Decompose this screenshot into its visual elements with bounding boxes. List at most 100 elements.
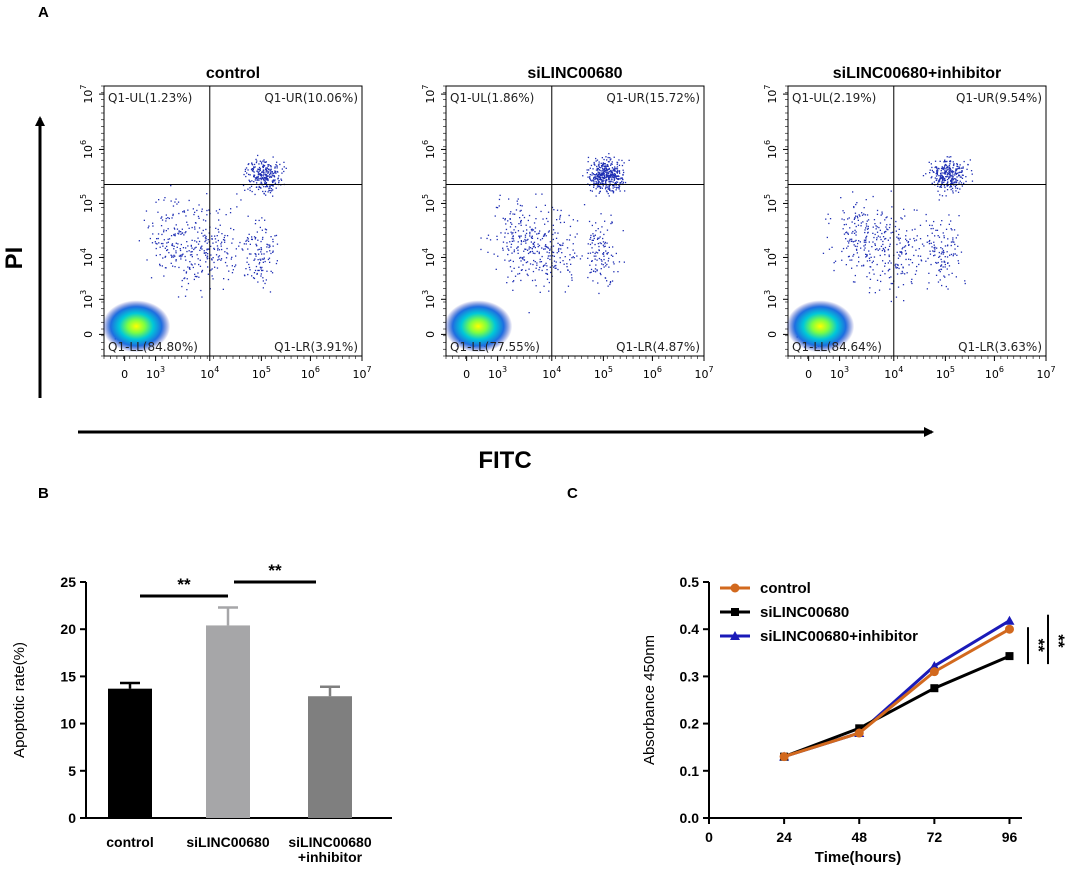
- y-tick-label: 106: [763, 140, 779, 159]
- legend-label: siLINC00680: [760, 604, 849, 621]
- x-tick-label: 103: [146, 365, 165, 381]
- flow-ylabel: PI: [1, 247, 28, 270]
- quadrant-ll-label: Q1-LL(84.80%): [108, 340, 198, 354]
- quadrant-ur-label: Q1-UR(15.72%): [606, 91, 700, 105]
- line-y-tick-label: 0.0: [680, 810, 700, 826]
- flow-plot-3: siLINC00680+inhibitor Q1-UL(2.19%) Q1-UR(9…: [763, 65, 1056, 381]
- y-tick-label: 107: [79, 85, 95, 104]
- x-tick-label: 105: [594, 365, 613, 381]
- bar-y-tick-label: 20: [60, 621, 76, 637]
- significance-label: **: [268, 561, 282, 580]
- y-tick-label: 104: [79, 248, 95, 267]
- bar-category-label: +inhibitor: [298, 849, 363, 865]
- panel-label-c: C: [567, 485, 578, 502]
- bar-y-tick-label: 0: [68, 810, 76, 826]
- significance-label: **: [1049, 634, 1068, 648]
- apoptosis-bar-chart: Apoptotic rate(%) 0 5 10 15 20 25 control siLIN…: [11, 561, 392, 865]
- y-tick-label: 103: [421, 290, 437, 309]
- flow-cytometry-panels: control Q1-UL(1.23%) Q1-UR(10.06%) Q1-LL(84…: [79, 65, 1056, 381]
- x-tick-label: 103: [488, 365, 507, 381]
- quadrant-ul-label: Q1-UL(2.19%): [792, 91, 876, 105]
- data-point: [779, 752, 789, 762]
- bar-category-label: siLINC00680: [186, 834, 269, 850]
- y-tick-label: 104: [763, 248, 779, 267]
- density-hotspot: [444, 300, 513, 353]
- flow-plot-title: control: [206, 65, 260, 82]
- bar-ylabel: Apoptotic rate(%): [11, 642, 28, 758]
- x-tick-label: 0: [463, 368, 470, 381]
- series-line: [783, 654, 1011, 759]
- y-tick-label: 103: [763, 290, 779, 309]
- y-tick-label: 105: [79, 194, 95, 213]
- y-tick-label: 106: [421, 140, 437, 159]
- x-tick-label: 106: [985, 365, 1004, 381]
- legend-entry: siLINC00680+inhibitor: [720, 628, 918, 645]
- line-x-tick-label: 48: [851, 829, 867, 845]
- data-point: [1005, 652, 1014, 661]
- x-tick-label: 105: [252, 365, 271, 381]
- line-y-tick-label: 0.2: [680, 716, 700, 732]
- data-point: [1004, 615, 1015, 625]
- density-hotspot: [786, 300, 855, 353]
- data-point: [854, 728, 864, 738]
- quadrant-ul-label: Q1-UL(1.23%): [108, 91, 192, 105]
- quadrant-ur-label: Q1-UR(10.06%): [264, 91, 358, 105]
- flow-plot-1: control Q1-UL(1.23%) Q1-UR(10.06%) Q1-LL(84…: [79, 65, 372, 381]
- x-tick-label: 106: [301, 365, 320, 381]
- line-ylabel: Absorbance 450nm: [641, 635, 658, 765]
- quadrant-lr-label: Q1-LR(4.87%): [616, 340, 700, 354]
- x-tick-label: 106: [643, 365, 662, 381]
- line-y-tick-label: 0.5: [680, 574, 700, 590]
- x-tick-label: 104: [200, 365, 219, 381]
- data-point: [730, 583, 740, 593]
- x-tick-label: 105: [936, 365, 955, 381]
- flow-plot-title: siLINC00680: [527, 65, 622, 82]
- x-tick-label: 104: [884, 365, 903, 381]
- bar-category-label: siLINC00680: [288, 834, 371, 850]
- significance-label: **: [1029, 639, 1048, 653]
- y-tick-label: 107: [421, 85, 437, 104]
- quadrant-lr-label: Q1-LR(3.91%): [274, 340, 358, 354]
- legend-label: siLINC00680+inhibitor: [760, 628, 918, 645]
- bar-category-label: control: [106, 834, 153, 850]
- significance-label: **: [177, 575, 191, 594]
- y-tick-label: 0: [766, 331, 779, 338]
- x-tick-label: 107: [352, 365, 371, 381]
- y-tick-label: 104: [421, 248, 437, 267]
- y-tick-label: 106: [79, 140, 95, 159]
- quadrant-ur-label: Q1-UR(9.54%): [956, 91, 1042, 105]
- density-hotspot: [102, 300, 171, 353]
- flow-big-axes: PI FITC: [1, 116, 934, 474]
- data-point: [929, 667, 939, 677]
- bar-y-tick-label: 25: [60, 574, 76, 590]
- y-tick-label: 107: [763, 85, 779, 104]
- x-tick-label: 0: [805, 368, 812, 381]
- quadrant-lr-label: Q1-LR(3.63%): [958, 340, 1042, 354]
- data-point: [855, 724, 864, 733]
- panel-label-b: B: [38, 485, 49, 502]
- line-y-tick-label: 0.4: [680, 621, 700, 637]
- quadrant-ll-label: Q1-LL(77.55%): [450, 340, 540, 354]
- data-point: [731, 608, 739, 616]
- bar-y-tick-label: 5: [68, 763, 76, 779]
- x-tick-label: 107: [1036, 365, 1055, 381]
- x-tick-label: 103: [830, 365, 849, 381]
- data-point: [1004, 624, 1014, 634]
- data-point: [730, 631, 740, 640]
- bar-y-tick-label: 15: [60, 668, 76, 684]
- series-square: [780, 652, 1014, 761]
- bar-2: [206, 625, 250, 818]
- series-circle: [779, 624, 1014, 762]
- legend-label: control: [760, 580, 811, 597]
- y-tick-label: 103: [79, 290, 95, 309]
- line-y-tick-label: 0.1: [680, 763, 700, 779]
- x-tick-label: 104: [542, 365, 561, 381]
- line-x-tick-label: 72: [927, 829, 943, 845]
- y-tick-label: 0: [424, 331, 437, 338]
- bar-y-tick-label: 10: [60, 716, 76, 732]
- y-tick-label: 0: [82, 331, 95, 338]
- line-x-tick-label: 0: [705, 829, 713, 845]
- legend-entry: control: [720, 580, 811, 597]
- panel-label-a: A: [38, 4, 49, 21]
